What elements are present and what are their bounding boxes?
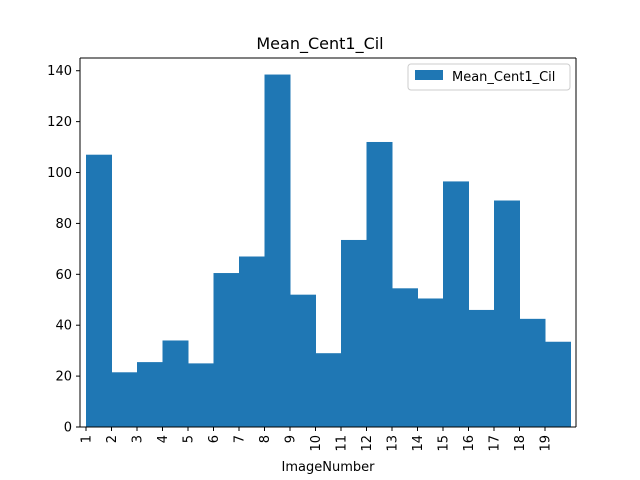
bar-6 (213, 273, 240, 427)
bar-19 (545, 341, 571, 427)
bar-3 (137, 362, 163, 427)
x-tick-label-8: 8 (258, 435, 273, 443)
y-tick-label-140: 140 (47, 64, 72, 79)
y-tick-label-40: 40 (55, 319, 72, 334)
y-tick-label-0: 0 (64, 421, 72, 436)
y-tick-label-100: 100 (47, 166, 72, 181)
x-tick-label-10: 10 (309, 435, 324, 452)
x-tick-label-3: 3 (131, 435, 146, 443)
x-tick-label-18: 18 (513, 435, 528, 452)
x-tick-label-16: 16 (462, 435, 477, 452)
x-tick-label-4: 4 (156, 435, 171, 443)
x-tick-label-11: 11 (335, 435, 350, 452)
bar-13 (392, 288, 418, 427)
x-tick-label-9: 9 (284, 435, 299, 443)
x-tick-label-14: 14 (411, 435, 426, 452)
bars-layer (86, 74, 571, 428)
x-tick-label-7: 7 (233, 435, 248, 443)
legend: Mean_Cent1_Cil (407, 63, 571, 91)
bar-14 (417, 298, 444, 427)
x-tick-label-1: 1 (80, 435, 95, 443)
legend-swatch (415, 70, 443, 80)
legend-frame (407, 63, 571, 91)
bar-15 (443, 181, 469, 427)
bar-8 (264, 74, 291, 427)
x-tick-label-17: 17 (488, 435, 503, 452)
bar-2 (111, 372, 138, 427)
bar-10 (315, 353, 342, 427)
bar-7 (239, 256, 265, 427)
bar-17 (494, 200, 520, 427)
bar-1 (86, 154, 112, 427)
x-axis-label: ImageNumber (282, 460, 376, 475)
bar-12 (366, 141, 393, 428)
bar-18 (519, 318, 546, 427)
y-tick-label-80: 80 (55, 217, 72, 232)
x-tick-label-6: 6 (207, 435, 222, 443)
x-tick-label-2: 2 (105, 435, 120, 443)
y-tick-label-120: 120 (47, 115, 72, 130)
bar-16 (468, 309, 495, 427)
x-tick-label-13: 13 (386, 435, 401, 452)
bar-11 (341, 239, 367, 427)
x-tick-label-12: 12 (360, 435, 375, 452)
bar-4 (162, 340, 189, 427)
bar-9 (290, 294, 316, 427)
y-tick-label-60: 60 (55, 268, 72, 283)
chart-title: Mean_Cent1_Cil (256, 34, 383, 54)
y-tick-label-20: 20 (55, 370, 72, 385)
x-tick-label-15: 15 (437, 435, 452, 452)
x-tick-label-19: 19 (539, 435, 554, 452)
legend-label: Mean_Cent1_Cil (452, 70, 555, 85)
x-tick-label-5: 5 (182, 435, 197, 443)
bar-5 (188, 363, 214, 427)
